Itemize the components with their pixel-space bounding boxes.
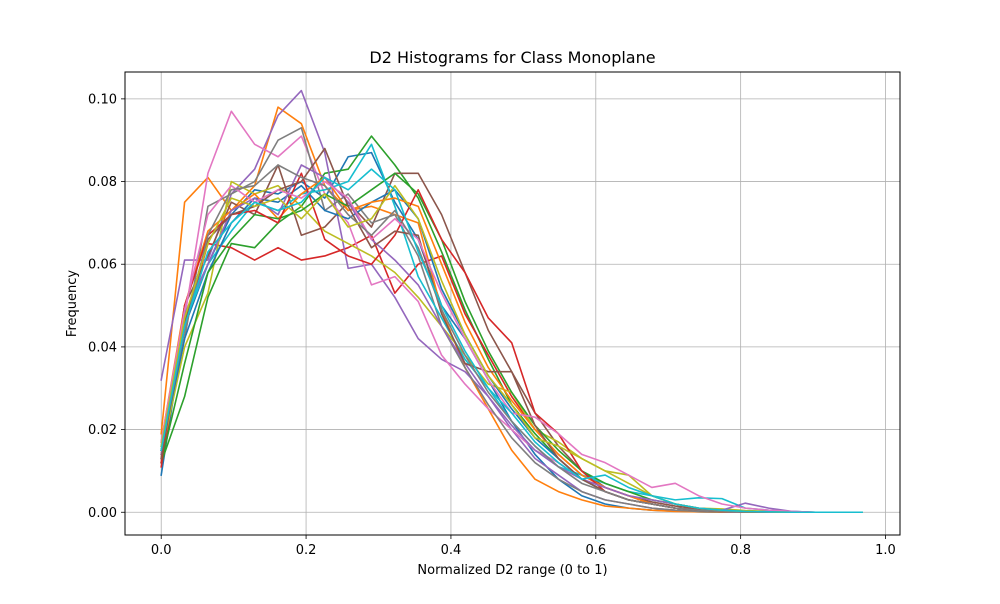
y-tick-label: 0.08 (88, 175, 117, 190)
axes-frame (124, 71, 901, 536)
series-line-20 (160, 168, 863, 514)
x-tick-label: 0.4 (441, 543, 462, 558)
x-tick-label: 0.8 (730, 543, 751, 558)
y-tick-label: 0.02 (88, 423, 117, 438)
axis-ticks: 0.0 0.2 0.4 0.6 0.8 1.0 0.00 0.02 0.04 0.06 0.08 0.… (88, 92, 896, 558)
x-tick-label: 0.6 (585, 543, 606, 558)
y-tick-label: 0.04 (88, 340, 117, 355)
x-tick-label: 0.2 (296, 543, 317, 558)
series-line-15 (160, 164, 863, 514)
y-tick-label: 0.06 (88, 258, 117, 273)
y-axis-label: Frequency (65, 270, 80, 337)
x-tick-label: 0.0 (151, 543, 172, 558)
chart-title: D2 Histograms for Class Monoplane (369, 48, 655, 67)
series-lines (160, 89, 863, 514)
y-tick-label: 0.00 (88, 506, 117, 521)
x-axis-label: Normalized D2 range (0 to 1) (417, 563, 607, 578)
x-tick-label: 1.0 (875, 543, 896, 558)
y-tick-label: 0.10 (88, 92, 117, 107)
